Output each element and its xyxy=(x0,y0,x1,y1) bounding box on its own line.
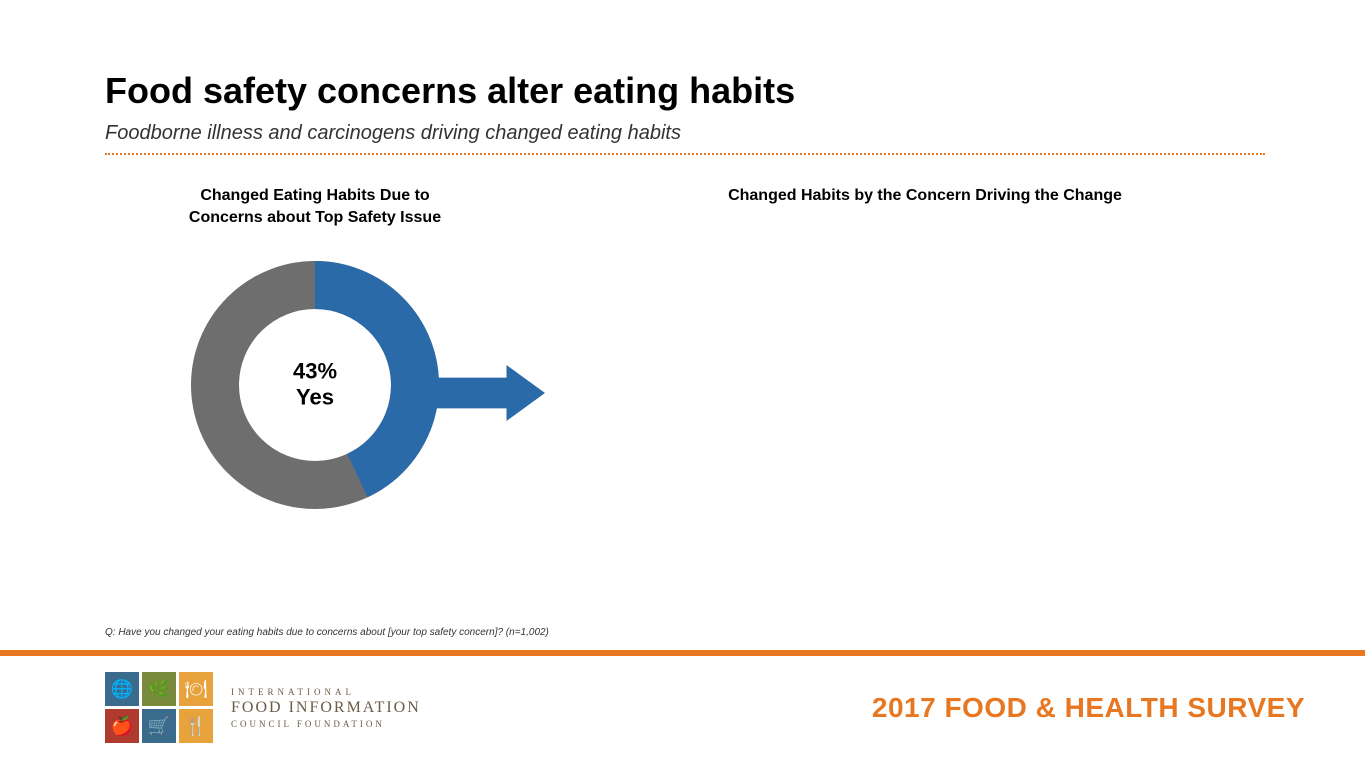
logo-block: 🌐🌿🍽 🍎🛒🍴 INTERNATIONAL FOOD INFORMATION CO… xyxy=(105,672,421,743)
page-title: Food safety concerns alter eating habits xyxy=(105,70,1265,112)
donut-chart: 43% Yes xyxy=(185,255,445,515)
logo-line2: FOOD INFORMATION xyxy=(231,699,421,717)
logo-cell: 🍎 xyxy=(105,709,139,743)
logo-cell: 🍴 xyxy=(179,709,213,743)
chart-left-title-line2: Concerns about Top Safety Issue xyxy=(189,209,441,226)
survey-title: 2017 FOOD & HEALTH SURVEY xyxy=(872,692,1305,724)
logo-cell: 🌐 xyxy=(105,672,139,706)
logo-cell: 🌿 xyxy=(142,672,176,706)
chart-right-title: Changed Habits by the Concern Driving th… xyxy=(585,185,1265,207)
question-note: Q: Have you changed your eating habits d… xyxy=(105,627,549,638)
chart-left-title-line1: Changed Eating Habits Due to xyxy=(200,187,429,204)
chart-left-title: Changed Eating Habits Due to Concerns ab… xyxy=(105,185,525,230)
logo-cell: 🛒 xyxy=(142,709,176,743)
logo-line1: INTERNATIONAL xyxy=(231,687,421,697)
arrow-icon xyxy=(435,365,545,426)
chart-left: Changed Eating Habits Due to Concerns ab… xyxy=(105,185,525,515)
page-subtitle: Foodborne illness and carcinogens drivin… xyxy=(105,122,1265,145)
charts-row: Changed Eating Habits Due to Concerns ab… xyxy=(105,185,1265,515)
slide: Food safety concerns alter eating habits… xyxy=(0,0,1365,768)
donut-center-pct: 43% xyxy=(293,358,337,383)
chart-right: Changed Habits by the Concern Driving th… xyxy=(585,185,1265,232)
footer-bar xyxy=(0,650,1365,656)
logo-grid: 🌐🌿🍽 🍎🛒🍴 xyxy=(105,672,213,743)
divider xyxy=(105,153,1265,155)
donut-center-label: 43% Yes xyxy=(293,358,337,411)
logo-cell: 🍽 xyxy=(179,672,213,706)
arrow-svg xyxy=(435,365,545,421)
logo-line3: COUNCIL FOUNDATION xyxy=(231,719,421,729)
donut-center-text: Yes xyxy=(296,385,334,410)
footer: 🌐🌿🍽 🍎🛒🍴 INTERNATIONAL FOOD INFORMATION CO… xyxy=(105,672,1305,743)
logo-text: INTERNATIONAL FOOD INFORMATION COUNCIL F… xyxy=(231,687,421,729)
